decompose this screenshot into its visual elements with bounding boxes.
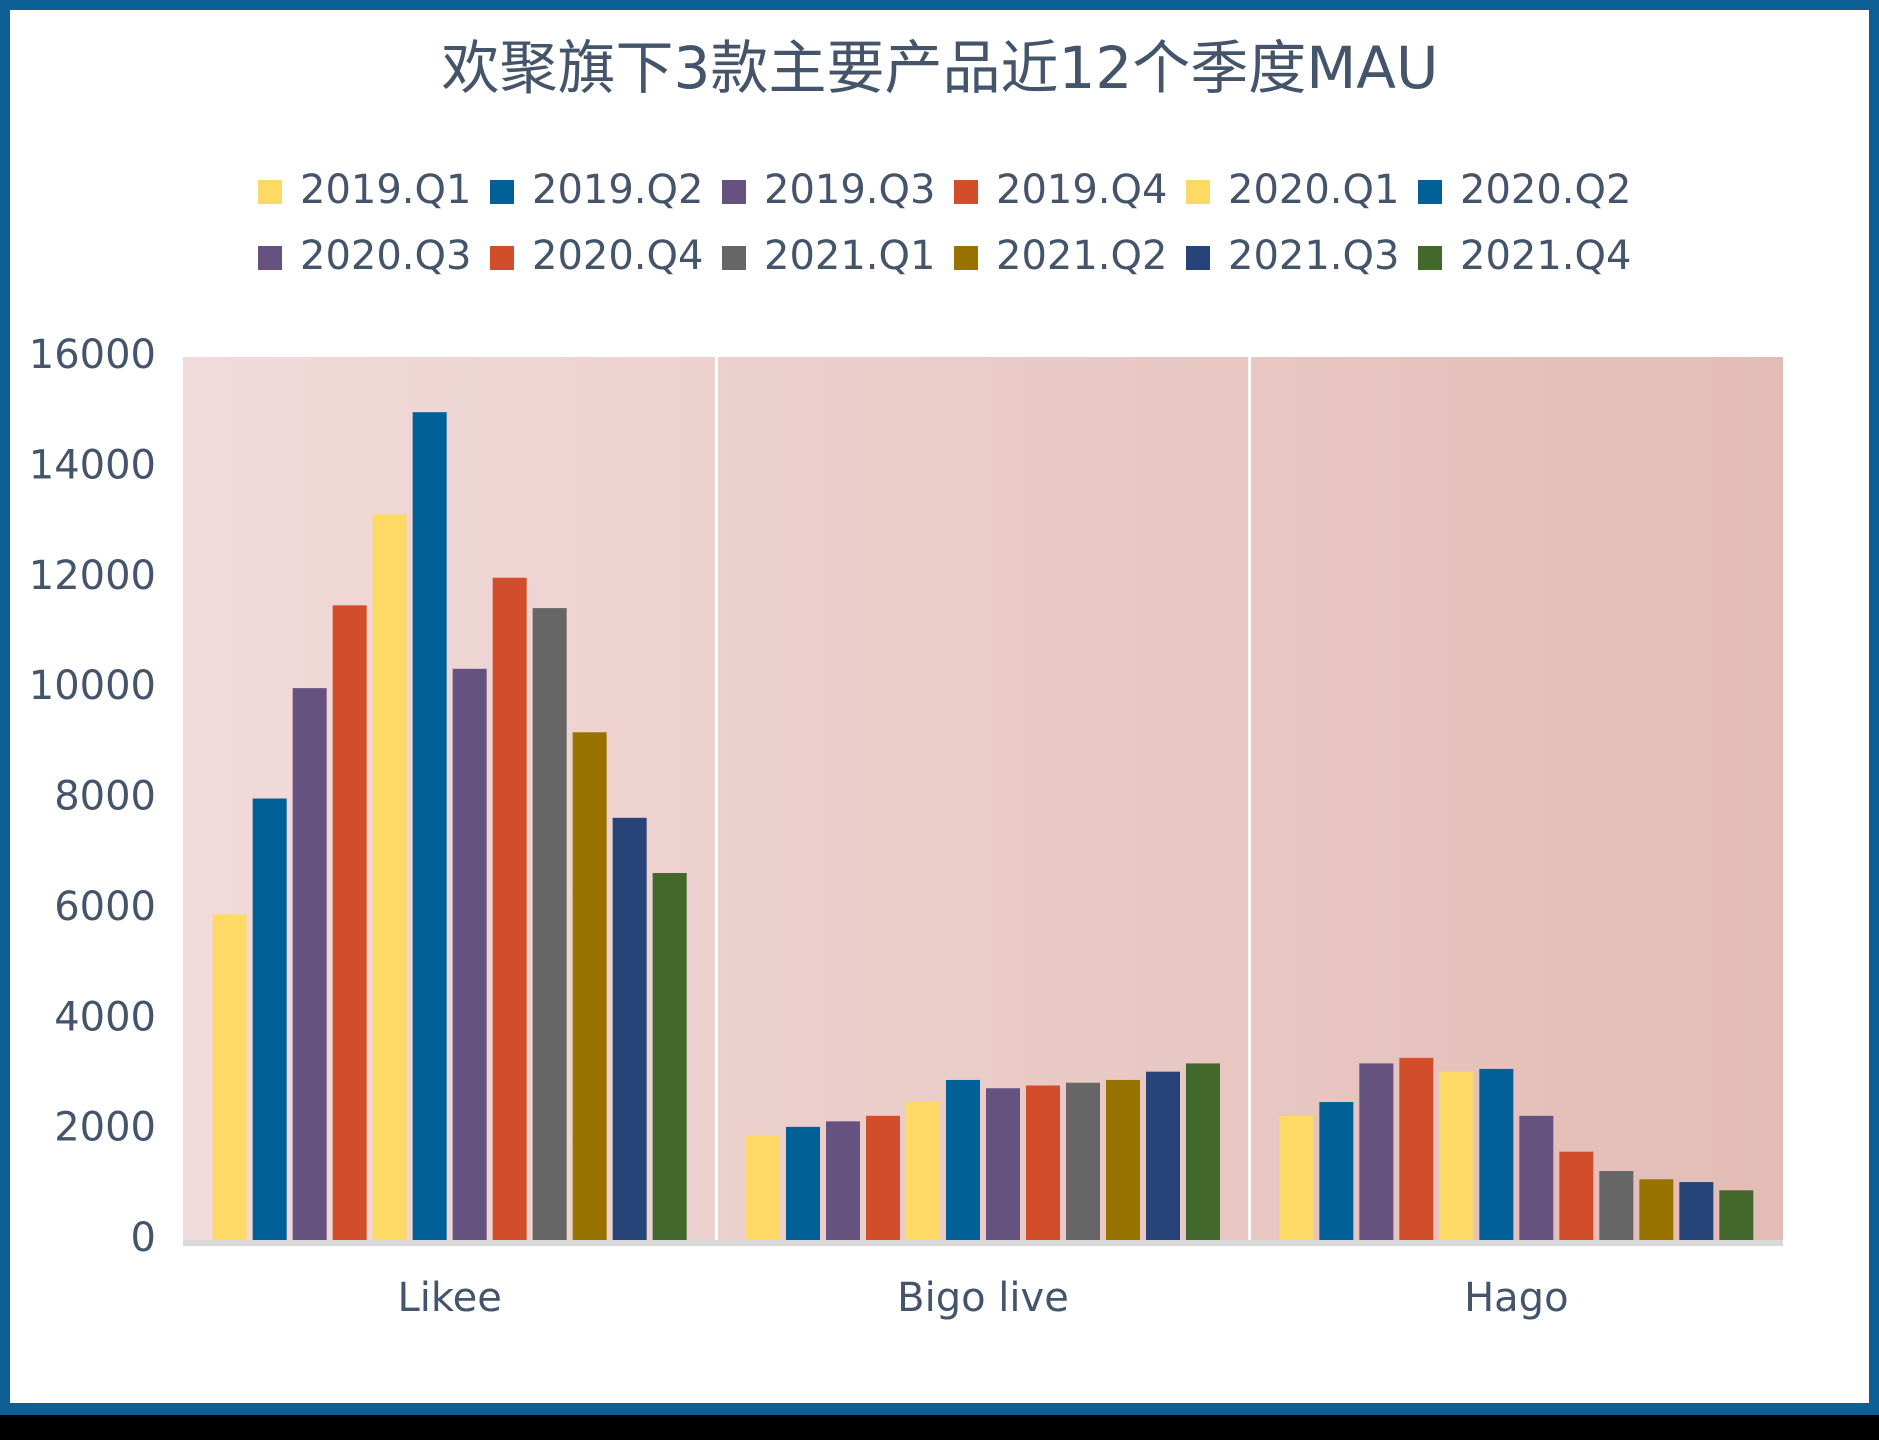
legend-swatch [1186,180,1210,204]
bar [946,1079,980,1240]
legend-label: 2019.Q1 [300,167,471,213]
bar [1479,1068,1514,1240]
legend-swatch [258,246,282,270]
y-tick-label: 6000 [54,884,156,930]
legend-swatch [1418,246,1442,270]
legend-swatch [1418,180,1442,204]
legend-swatch [954,246,978,270]
bar [1559,1151,1594,1240]
legend-label: 2021.Q1 [764,233,935,279]
x-tick-label: Hago [1464,1275,1568,1321]
chart-title: 欢聚旗下3款主要产品近12个季度MAU [442,34,1439,102]
bar [826,1121,860,1240]
bar [412,412,447,1240]
y-tick-label: 2000 [54,1105,156,1151]
bar [1439,1071,1474,1240]
legend-swatch [490,180,514,204]
y-tick-label: 4000 [54,994,156,1040]
bar [372,514,407,1240]
legend-label: 2020.Q1 [1228,167,1399,213]
legend-label: 2019.Q3 [764,167,935,213]
bar [746,1135,780,1240]
bar [332,605,367,1240]
legend-label: 2019.Q4 [996,167,1167,213]
bar [1519,1115,1554,1240]
bar [1399,1057,1434,1240]
bar [452,668,487,1240]
bar [1106,1079,1140,1240]
bar [492,577,527,1240]
bar [1146,1071,1180,1240]
bar [1279,1115,1314,1240]
bar [786,1126,820,1240]
legend-label: 2020.Q4 [532,233,703,279]
legend-swatch [490,246,514,270]
y-tick-label: 14000 [29,442,156,488]
bar [866,1115,900,1240]
bar [1026,1085,1060,1240]
y-tick-label: 12000 [29,553,156,599]
legend-swatch [1186,246,1210,270]
bar [1066,1082,1100,1240]
plot-area [183,357,1783,1240]
x-tick-label: Likee [397,1275,501,1321]
bar [1719,1190,1754,1240]
bar [1186,1063,1220,1240]
legend-swatch [258,180,282,204]
bar [1599,1171,1634,1240]
bar [1319,1102,1354,1240]
legend-label: 2021.Q2 [996,233,1167,279]
bar [292,688,327,1240]
y-tick-label: 0 [131,1215,156,1261]
bar [1359,1063,1394,1240]
bar [1679,1182,1714,1240]
y-tick-label: 16000 [29,332,156,378]
legend-label: 2020.Q2 [1460,167,1631,213]
bar [572,732,607,1240]
bar [612,817,647,1240]
bar [212,914,247,1240]
legend-label: 2021.Q3 [1228,233,1399,279]
legend-swatch [954,180,978,204]
bar [652,873,687,1240]
bar [906,1102,940,1240]
y-tick-label: 10000 [29,663,156,709]
legend-label: 2020.Q3 [300,233,471,279]
bar [252,798,287,1240]
legend-label: 2021.Q4 [1460,233,1631,279]
legend-swatch [722,180,746,204]
legend-label: 2019.Q2 [532,167,703,213]
bar [1639,1179,1674,1240]
legend-swatch [722,246,746,270]
bar [532,608,567,1240]
y-tick-label: 8000 [54,774,156,820]
x-tick-label: Bigo live [897,1275,1069,1321]
bar [986,1088,1020,1240]
